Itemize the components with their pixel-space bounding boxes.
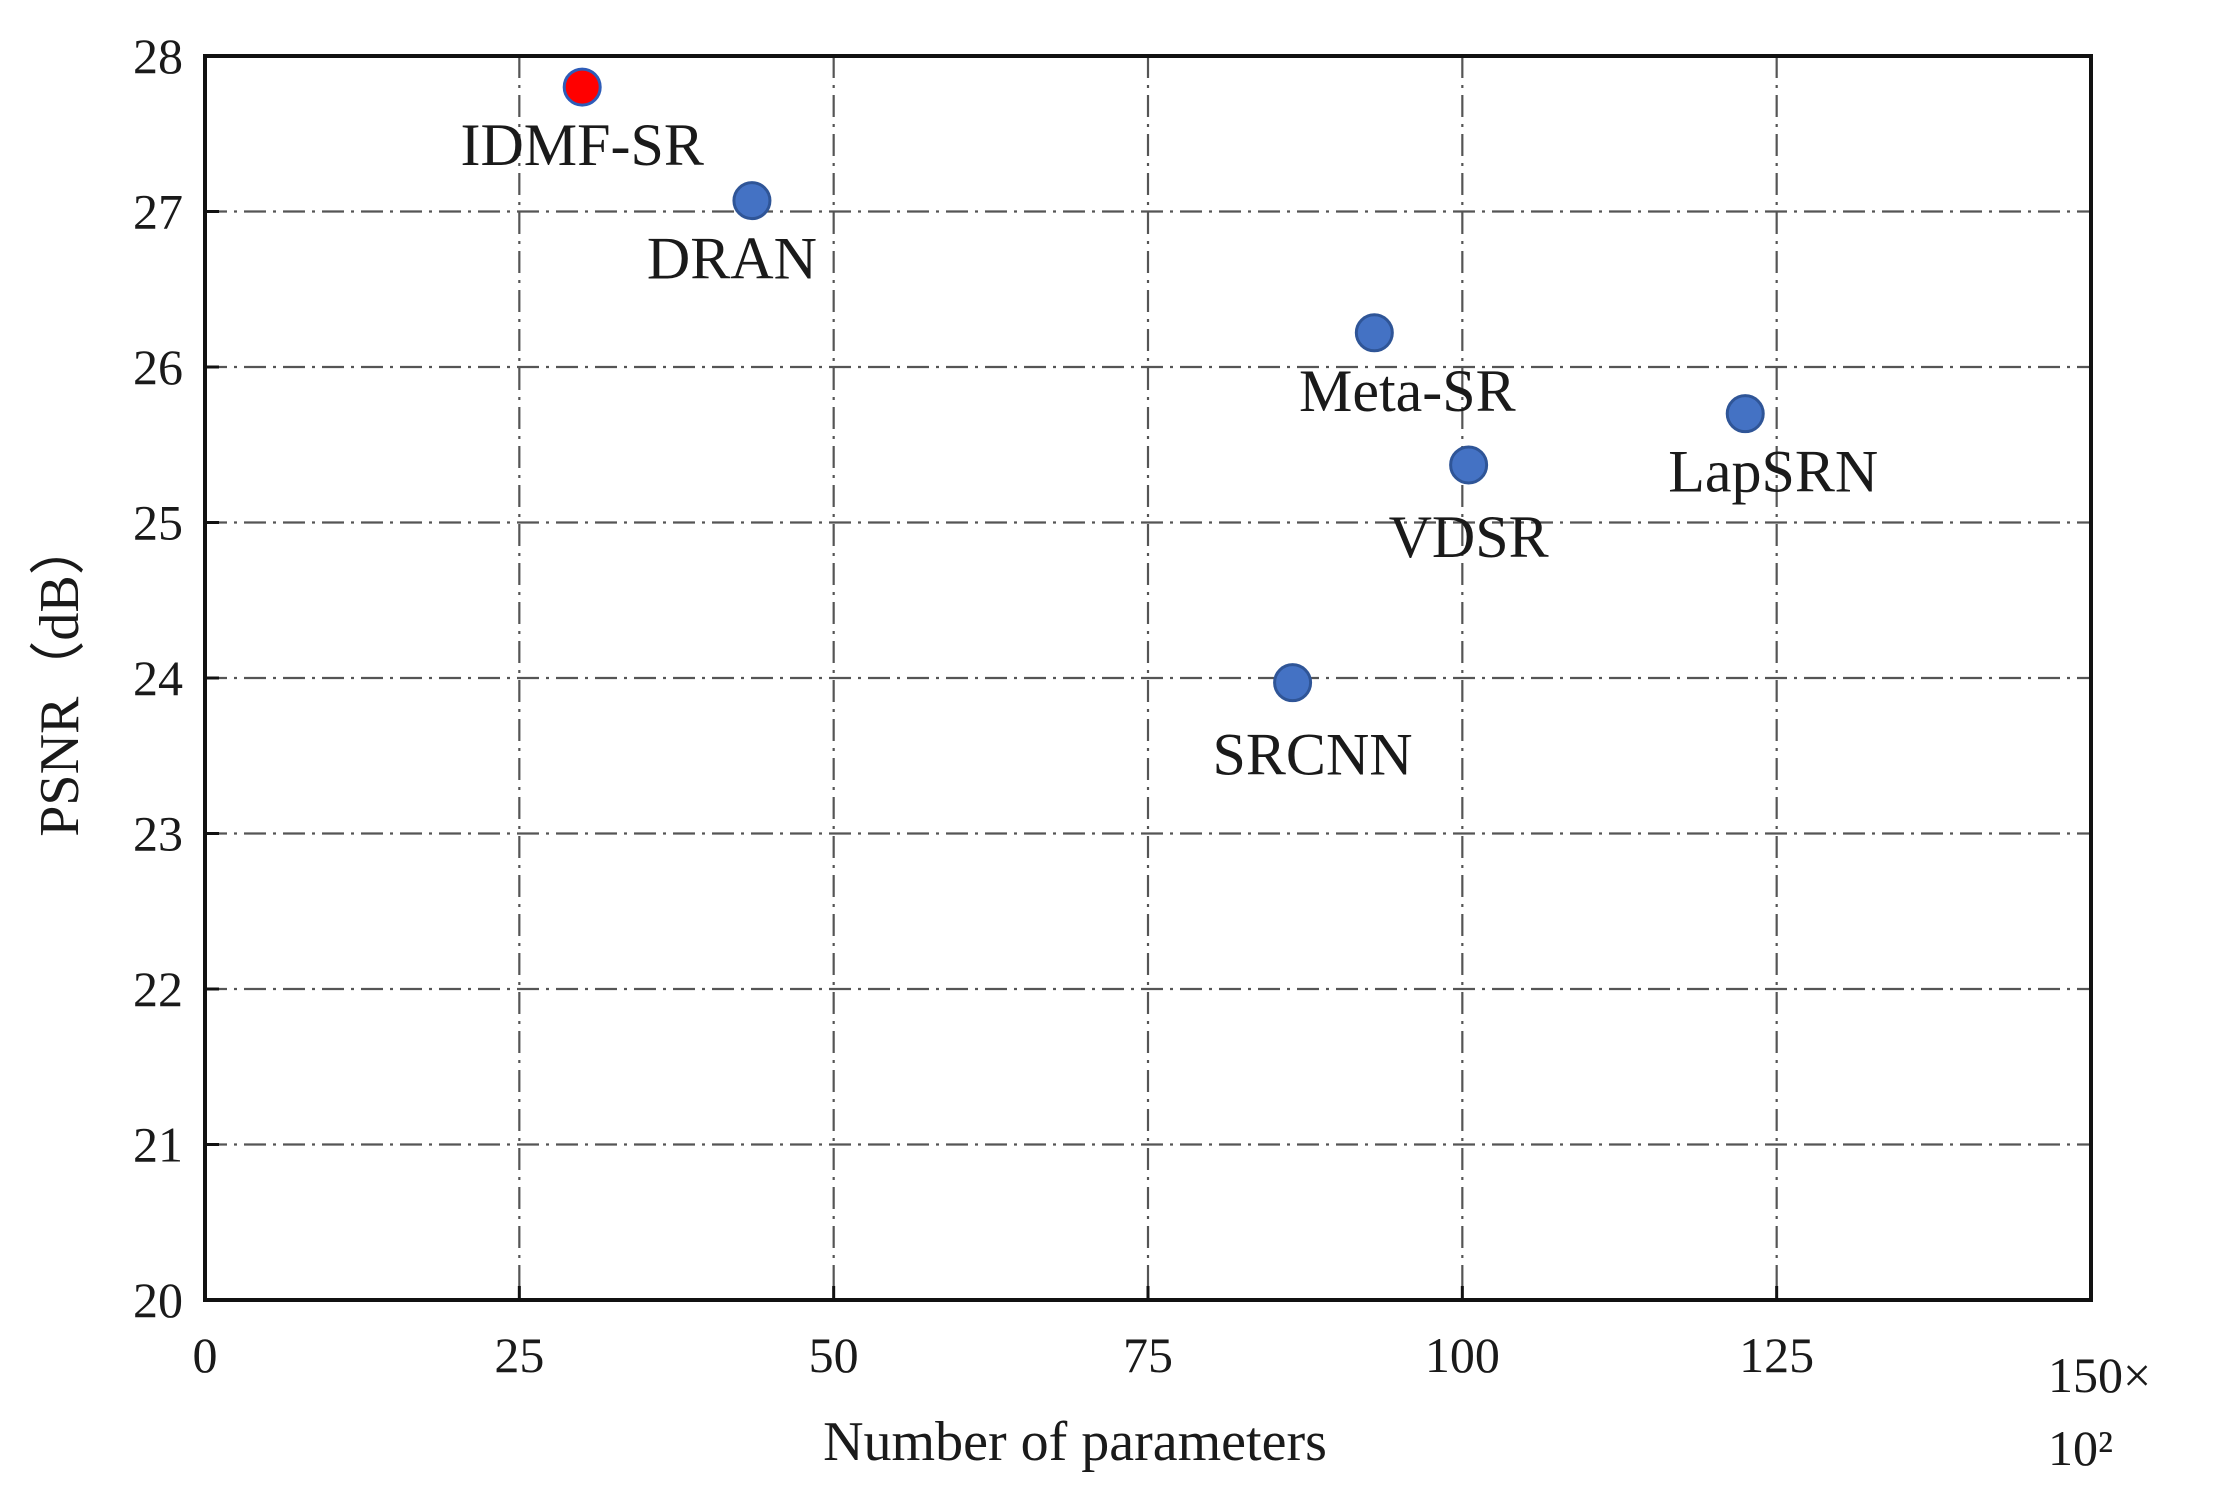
y-axis-title: PSNR（dB）: [29, 519, 91, 836]
y-tick-label: 27: [133, 184, 183, 240]
data-label: DRAN: [647, 226, 817, 292]
x-tick-label: 100: [1425, 1327, 1500, 1383]
data-points: IDMF-SR DRAN Meta-SR LapSRN VDSR SRCNN: [460, 67, 1878, 788]
x-axis-title: Number of parameters: [823, 1411, 1327, 1473]
data-label: VDSR: [1389, 504, 1549, 570]
x-tick-label: 125: [1739, 1327, 1814, 1383]
data-point: [1725, 394, 1765, 434]
y-tick-label: 24: [133, 650, 183, 706]
y-tick-label: 21: [133, 1117, 183, 1173]
data-label: LapSRN: [1668, 439, 1878, 505]
data-label: IDMF-SR: [460, 112, 703, 178]
x-tick-label: 0: [193, 1327, 218, 1383]
x-axis-unit-prefix: 150×: [2048, 1347, 2151, 1403]
data-point: [1449, 445, 1489, 485]
x-tick-label: 25: [494, 1327, 544, 1383]
x-axis-unit-power: 10²: [2048, 1420, 2113, 1476]
y-tick-label: 20: [133, 1272, 183, 1328]
data-label: Meta-SR: [1299, 358, 1516, 424]
x-tick-label: 75: [1123, 1327, 1173, 1383]
data-point: [562, 67, 602, 107]
data-point: [1273, 663, 1313, 703]
tick-labels: 0 25 50 75 100 125 20 21 22 23 24 25 26 27 28: [133, 28, 1814, 1383]
data-point: [1354, 313, 1394, 353]
y-tick-label: 23: [133, 806, 183, 862]
grid-lines: [205, 56, 2091, 1300]
y-tick-label: 22: [133, 961, 183, 1017]
axis-ticks: [203, 54, 2093, 1302]
x-tick-label: 50: [809, 1327, 859, 1383]
y-tick-label: 28: [133, 28, 183, 84]
data-point: [732, 181, 772, 221]
y-tick-label: 26: [133, 339, 183, 395]
y-tick-label: 25: [133, 495, 183, 551]
data-label: SRCNN: [1213, 722, 1413, 788]
